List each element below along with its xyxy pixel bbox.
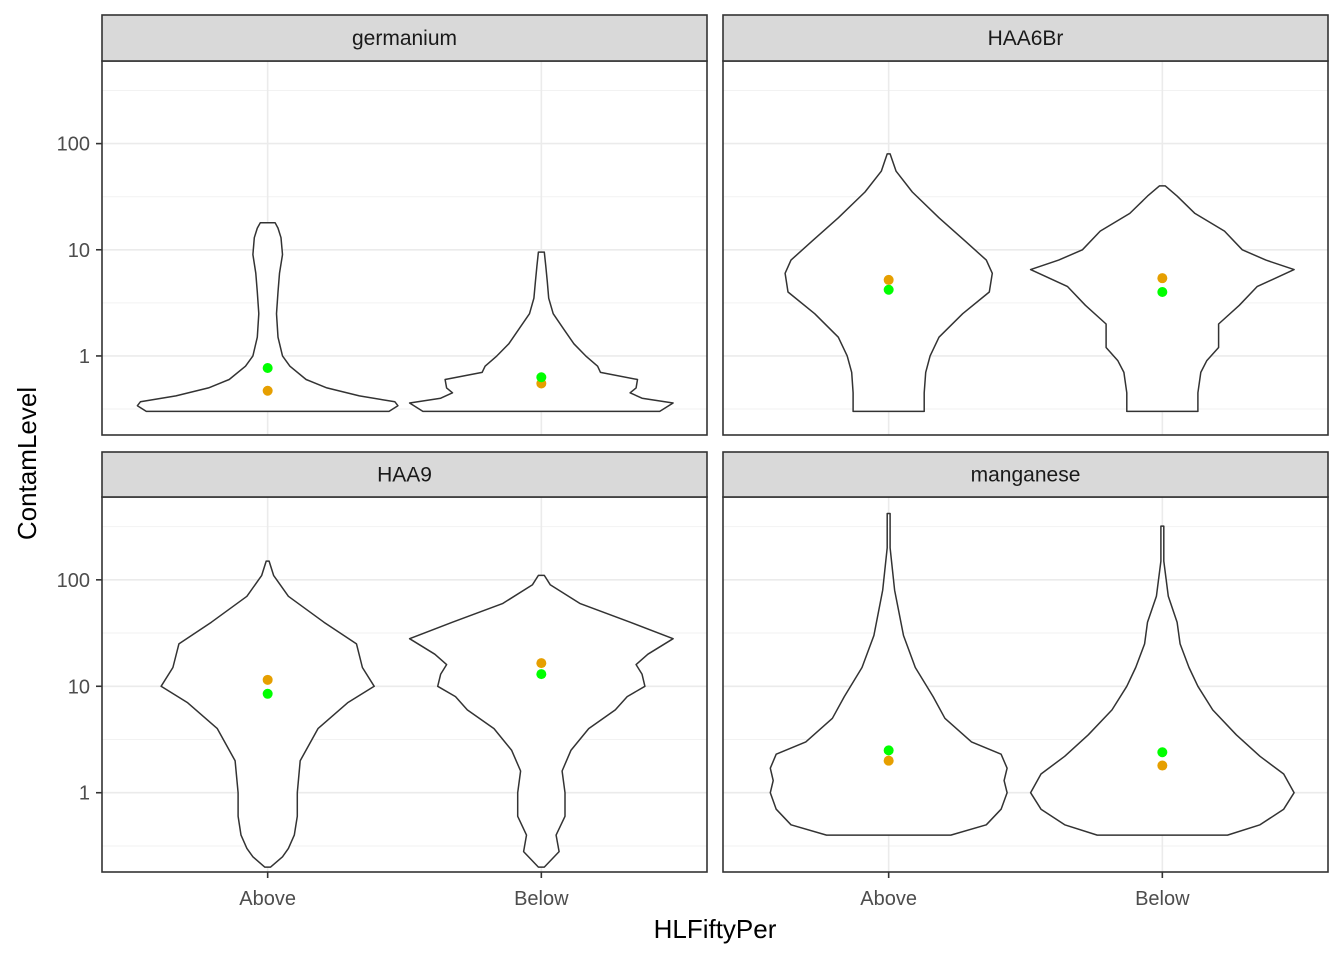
violin-haa9-below xyxy=(408,574,674,868)
violin-germanium-above xyxy=(136,221,399,413)
x-axis-title: HLFiftyPer xyxy=(654,914,777,944)
panel-background xyxy=(102,61,707,435)
median-point-manganese-above xyxy=(883,745,894,756)
panel-manganese: manganese Above Below xyxy=(722,451,1329,910)
panel-germanium: germanium 1 10 100 xyxy=(57,14,708,436)
median-point-germanium-above xyxy=(262,362,273,373)
y-tick-label: 1 xyxy=(79,783,90,805)
mean-point-germanium-above xyxy=(262,385,273,396)
strip-background xyxy=(101,451,708,498)
mean-point-haa6br-below xyxy=(1157,273,1168,284)
y-axis-title: ContamLevel xyxy=(12,387,42,540)
violin-manganese-below xyxy=(1029,525,1295,836)
strip-label: germanium xyxy=(352,27,457,50)
mean-point-haa9-below xyxy=(536,658,547,669)
x-tick-label: Above xyxy=(860,888,917,910)
median-point-haa6br-below xyxy=(1157,287,1168,298)
violin-haa9-above xyxy=(160,560,375,868)
strip-background xyxy=(101,14,708,62)
x-tick-label: Below xyxy=(514,888,569,910)
strip-label: manganese xyxy=(971,464,1081,487)
x-tick-label: Above xyxy=(239,888,296,910)
mean-point-haa9-above xyxy=(262,674,273,685)
y-tick-label: 1 xyxy=(79,346,90,368)
mean-point-manganese-below xyxy=(1157,760,1168,771)
median-point-haa6br-above xyxy=(883,284,894,295)
median-point-haa9-below xyxy=(536,669,547,680)
y-tick-label: 100 xyxy=(57,570,90,592)
mean-point-manganese-above xyxy=(883,755,894,766)
violin-germanium-below xyxy=(408,251,674,413)
strip-label: HAA6Br xyxy=(988,27,1064,50)
strip-background xyxy=(722,14,1329,62)
violin-haa6br-below xyxy=(1029,185,1295,413)
panel-haa9: HAA9 1 10 100 Above Below xyxy=(57,451,708,910)
y-tick-label: 100 xyxy=(57,134,90,156)
median-point-germanium-below xyxy=(536,372,547,383)
y-tick-label: 10 xyxy=(68,240,90,262)
strip-label: HAA9 xyxy=(377,464,432,487)
median-point-manganese-below xyxy=(1157,747,1168,758)
panel-haa6br: HAA6Br xyxy=(722,14,1329,436)
median-point-haa9-above xyxy=(262,688,273,699)
x-tick-label: Below xyxy=(1135,888,1190,910)
y-tick-label: 10 xyxy=(68,676,90,698)
violin-manganese-above xyxy=(769,512,1008,836)
strip-background xyxy=(722,451,1329,498)
mean-point-haa6br-above xyxy=(883,274,894,285)
